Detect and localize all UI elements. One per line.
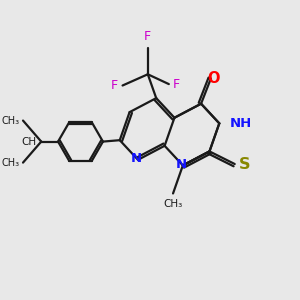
Text: F: F — [111, 79, 118, 92]
Text: O: O — [207, 71, 220, 86]
Text: N: N — [176, 158, 187, 170]
Text: NH: NH — [230, 117, 252, 130]
Text: F: F — [144, 30, 152, 43]
Text: N: N — [131, 152, 142, 165]
Text: CH: CH — [21, 136, 36, 147]
Text: S: S — [239, 157, 250, 172]
Text: F: F — [173, 78, 180, 91]
Text: CH₃: CH₃ — [2, 158, 20, 168]
Text: CH₃: CH₃ — [2, 116, 20, 126]
Text: CH₃: CH₃ — [164, 199, 183, 209]
